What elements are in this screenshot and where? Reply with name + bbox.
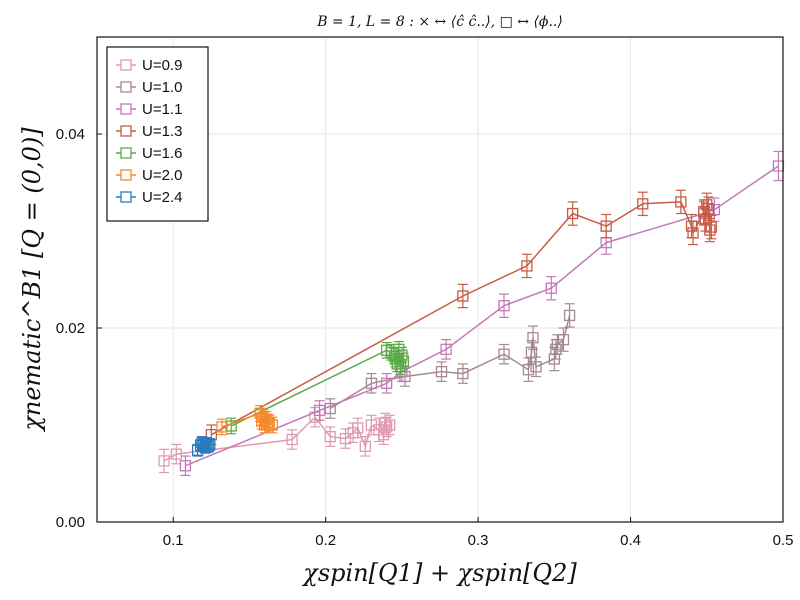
legend-item: U=1.6 bbox=[116, 145, 182, 162]
y-tick-label: 0.02 bbox=[56, 320, 85, 337]
x-axis-label: χspin[Q1] + χspin[Q2] bbox=[301, 559, 577, 587]
data-point bbox=[457, 290, 469, 302]
x-tick-label: 0.2 bbox=[315, 532, 336, 549]
data-point bbox=[384, 419, 396, 431]
data-point bbox=[702, 203, 714, 215]
legend-label: U=1.6 bbox=[142, 145, 182, 162]
data-point bbox=[359, 440, 371, 452]
chart-title: B = 1, L = 8 : × ↔ ⟨ĉ ĉ..⟩, □ ↔ ⟨ϕ..⟩ bbox=[316, 14, 563, 30]
data-point bbox=[522, 364, 535, 376]
series-U=1.0 bbox=[324, 303, 576, 419]
legend: U=0.9 U=1.0 U=1.1 U=1.3 U=1.6 U=2.0 U=2.4 bbox=[106, 46, 209, 222]
data-point bbox=[397, 355, 410, 367]
data-point bbox=[545, 282, 557, 294]
legend-marker bbox=[120, 169, 132, 181]
legend-marker bbox=[120, 81, 132, 93]
series-U=2.0 bbox=[216, 405, 278, 436]
data-point bbox=[263, 417, 275, 429]
legend-marker bbox=[120, 191, 132, 203]
x-tick-label: 0.1 bbox=[163, 532, 184, 549]
data-point bbox=[179, 460, 192, 472]
data-point bbox=[687, 227, 699, 239]
data-point bbox=[170, 448, 182, 460]
data-point bbox=[557, 333, 570, 346]
data-point bbox=[352, 422, 364, 434]
data-point bbox=[435, 365, 448, 378]
data-point bbox=[313, 404, 326, 417]
data-point bbox=[216, 421, 228, 433]
legend-label: U=1.1 bbox=[142, 101, 182, 118]
data-point bbox=[365, 377, 378, 389]
data-point bbox=[457, 367, 469, 380]
data-point bbox=[701, 199, 713, 211]
legend-marker bbox=[120, 59, 132, 71]
data-point bbox=[393, 343, 405, 355]
legend-label: U=2.4 bbox=[142, 189, 182, 206]
data-point bbox=[530, 361, 542, 373]
legend-label: U=1.0 bbox=[142, 79, 182, 96]
legend-item: U=1.0 bbox=[116, 79, 182, 96]
series-U=1.6 bbox=[225, 340, 410, 435]
legend-item: U=0.9 bbox=[116, 57, 182, 74]
data-point bbox=[705, 221, 718, 233]
data-point bbox=[380, 421, 393, 433]
series-layer bbox=[158, 150, 785, 477]
data-point bbox=[521, 260, 533, 272]
legend-item: U=1.1 bbox=[116, 101, 182, 118]
legend-label: U=1.3 bbox=[142, 123, 182, 140]
data-point bbox=[704, 224, 716, 236]
data-point bbox=[440, 343, 452, 355]
data-point bbox=[266, 419, 278, 431]
series-U=1.3 bbox=[205, 189, 718, 445]
series-U=2.4 bbox=[191, 436, 216, 457]
y-tick-label: 0.04 bbox=[56, 126, 85, 143]
data-point bbox=[158, 455, 170, 467]
data-point bbox=[675, 196, 687, 208]
legend-item: U=1.3 bbox=[116, 123, 182, 140]
plot-frame bbox=[96, 36, 784, 523]
data-point bbox=[339, 432, 352, 445]
data-point bbox=[286, 433, 298, 446]
x-tick-label: 0.4 bbox=[620, 532, 641, 549]
axis-ticks: 0.1 0.2 0.3 0.4 0.5 0.00 0.02 0.04 bbox=[56, 126, 794, 549]
data-point bbox=[380, 377, 393, 389]
y-tick-label: 0.00 bbox=[56, 514, 85, 531]
data-point bbox=[204, 438, 216, 451]
data-point bbox=[498, 300, 510, 312]
legend-item: U=2.4 bbox=[116, 189, 182, 206]
x-tick-label: 0.3 bbox=[468, 532, 489, 549]
data-point bbox=[498, 348, 510, 360]
legend-marker bbox=[120, 125, 132, 137]
data-point bbox=[394, 361, 407, 373]
data-point bbox=[637, 198, 649, 210]
y-axis-label: χnematic^B1 [Q = (0,0)] bbox=[18, 127, 46, 433]
legend-marker bbox=[120, 103, 132, 115]
data-point bbox=[566, 207, 579, 220]
legend-marker bbox=[120, 147, 132, 159]
data-point bbox=[527, 332, 539, 344]
legend-label: U=0.9 bbox=[142, 57, 182, 74]
series-U=0.9 bbox=[158, 406, 396, 474]
legend-item: U=2.0 bbox=[116, 167, 182, 184]
data-point bbox=[563, 309, 576, 322]
legend-label: U=2.0 bbox=[142, 167, 182, 184]
data-point bbox=[600, 220, 612, 232]
data-point bbox=[202, 440, 214, 452]
x-tick-label: 0.5 bbox=[773, 532, 794, 549]
data-point bbox=[396, 349, 408, 361]
data-point bbox=[324, 430, 336, 443]
